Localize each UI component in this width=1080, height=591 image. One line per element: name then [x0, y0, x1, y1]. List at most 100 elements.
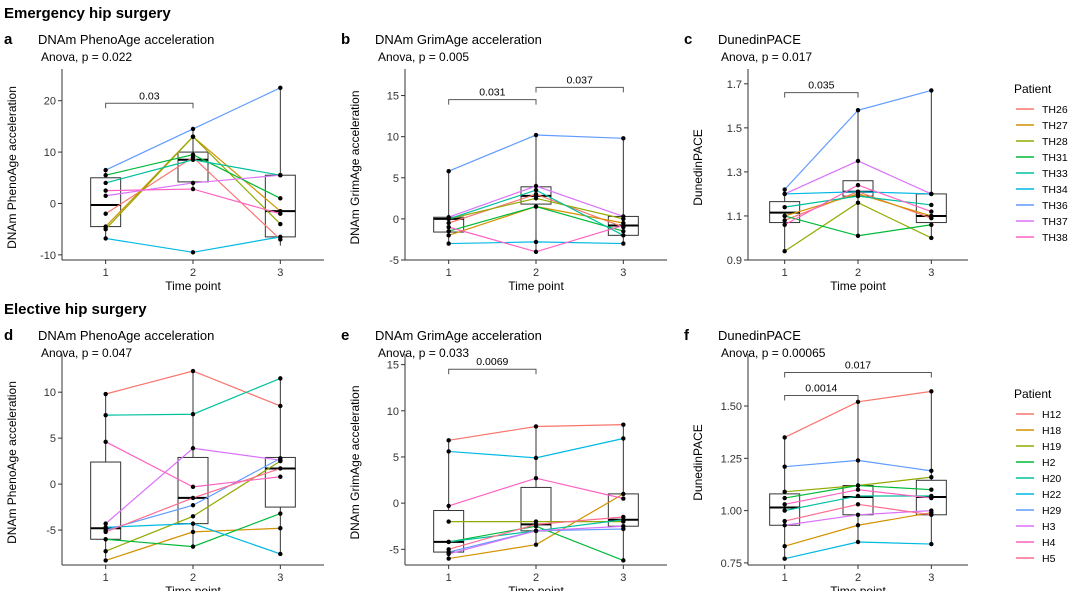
data-point-TH38: [103, 188, 108, 193]
data-point-H20: [103, 412, 108, 418]
bracket-label: 0.017: [845, 360, 871, 372]
data-point-TH37: [190, 180, 196, 186]
data-point-H2: [278, 511, 283, 516]
significance-bracket: 0.0069: [448, 356, 537, 375]
x-tick-label: 3: [620, 267, 626, 279]
legend-label: TH34: [1042, 184, 1068, 196]
x-tick-label: 1: [446, 267, 452, 279]
panel-e: e DNAm GrimAge acceleration Anova, p = 0.0…: [341, 327, 667, 591]
panel-title: DunedinPACE: [718, 328, 801, 343]
legend-label: H19: [1042, 441, 1061, 453]
data-point-TH34: [278, 234, 283, 240]
data-point-H29: [782, 464, 787, 469]
data-point-TH31: [621, 229, 626, 234]
data-point-H22: [278, 551, 283, 557]
legend-item-TH26: TH26: [1016, 104, 1068, 116]
significance-bracket: 0.037: [535, 74, 624, 93]
bracket-label: 0.0014: [805, 383, 837, 395]
y-tick-label: 10: [44, 147, 56, 159]
significance-bracket: 0.035: [784, 80, 859, 98]
legend-label: TH38: [1042, 232, 1068, 244]
data-point-TH31: [782, 213, 787, 219]
x-axis-label: Time point: [165, 584, 221, 591]
data-point-TH38: [782, 222, 787, 227]
data-point-TH26: [533, 192, 539, 197]
legend-item-H20: H20: [1016, 473, 1061, 485]
data-point-TH38: [446, 224, 451, 230]
data-point-H29: [855, 458, 861, 463]
y-axis-label: DNAm GrimAge acceleration: [348, 385, 362, 539]
data-point-H4: [278, 474, 283, 479]
legend-item-H5: H5: [1016, 553, 1056, 565]
legend-label: TH26: [1042, 104, 1068, 116]
data-point-H5: [782, 518, 787, 524]
data-point-H5: [103, 529, 108, 535]
data-point-H3: [929, 508, 934, 513]
y-tick-label: 1.00: [721, 506, 742, 518]
elective-section-title: Elective hip surgery: [4, 301, 147, 318]
boxplot-3: [915, 391, 947, 545]
data-point-TH28: [929, 235, 934, 241]
legend-label: H4: [1042, 537, 1056, 549]
x-axis-label: Time point: [165, 279, 221, 293]
legends: Patient TH26 TH27 TH28 TH31 TH33 TH34 TH36 TH37 T…: [1014, 82, 1068, 565]
data-point-TH28: [533, 196, 539, 201]
data-point-TH31: [190, 152, 196, 157]
legend-label: TH37: [1042, 216, 1068, 228]
data-point-H22: [929, 541, 934, 547]
data-point-H3: [621, 524, 626, 529]
significance-bracket: 0.017: [784, 360, 932, 378]
x-tick-label: 1: [103, 572, 109, 584]
data-point-TH36: [103, 167, 108, 173]
legend-label: H12: [1042, 409, 1061, 421]
bracket-line: [448, 99, 537, 105]
legend-title: Patient: [1014, 82, 1052, 96]
legend-label: TH31: [1042, 152, 1068, 164]
data-point-H5: [855, 502, 861, 507]
panel-subtitle: Anova, p = 0.017: [721, 50, 812, 64]
x-tick-label: 1: [446, 572, 452, 584]
data-point-TH36: [782, 187, 787, 192]
data-point-H2: [855, 483, 861, 488]
data-point-H20: [446, 539, 451, 545]
x-axis-label: Time point: [830, 279, 886, 293]
legend-item-TH34: TH34: [1016, 184, 1068, 196]
y-tick-label: -5: [389, 255, 399, 267]
panel-letter: e: [341, 327, 349, 344]
legend-item-TH31: TH31: [1016, 152, 1068, 164]
emergency-section-title: Emergency hip surgery: [4, 5, 171, 22]
y-tick-label: 10: [44, 387, 56, 399]
legend-label: H20: [1042, 473, 1061, 485]
data-point-TH28: [190, 134, 196, 139]
bracket-line: [784, 372, 932, 378]
legend-item-TH36: TH36: [1016, 200, 1068, 212]
data-point-H20: [782, 508, 787, 513]
data-point-H4: [782, 502, 787, 507]
panel-letter: c: [684, 31, 692, 48]
y-tick-label: 5: [50, 433, 56, 445]
bracket-label: 0.03: [139, 90, 160, 102]
panel-letter: f: [684, 327, 690, 344]
data-point-H3: [446, 551, 451, 557]
panel-letter: a: [4, 31, 13, 48]
data-point-H5: [278, 466, 283, 471]
x-tick-label: 1: [782, 267, 788, 279]
data-point-H5: [929, 512, 934, 517]
data-point-H19: [929, 474, 934, 480]
data-point-H29: [929, 468, 934, 474]
data-point-H18: [103, 558, 108, 563]
data-point-H18: [446, 556, 451, 561]
data-point-H20: [855, 493, 861, 499]
panel-subtitle: Anova, p = 0.00065: [721, 346, 826, 360]
data-point-TH26: [446, 220, 451, 226]
data-point-TH28: [278, 221, 283, 227]
legend-title: Patient: [1014, 387, 1052, 401]
legend-item-H12: H12: [1016, 409, 1061, 421]
boxplot-2: [842, 401, 874, 542]
data-point-H18: [855, 523, 861, 528]
data-point-H19: [782, 489, 787, 494]
panel-subtitle: Anova, p = 0.005: [378, 50, 469, 64]
data-point-H19: [103, 549, 108, 554]
data-point-TH28: [782, 248, 787, 254]
